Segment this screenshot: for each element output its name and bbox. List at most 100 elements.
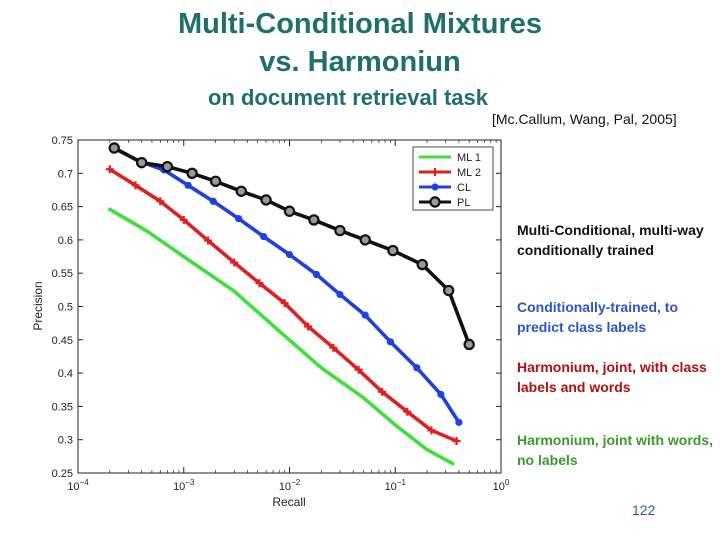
data-point-ml2: [329, 343, 338, 352]
x-tick-label: 10−2: [279, 478, 301, 493]
data-point-cl: [312, 270, 321, 279]
data-point-ml2: [230, 258, 239, 267]
data-point-ml2: [403, 407, 412, 416]
data-point-ml2: [304, 322, 313, 331]
legend-item-cl: CL: [419, 182, 471, 194]
series-line-ml1: [108, 207, 455, 466]
plot-frame: [77, 139, 502, 474]
annotation-cl: Conditionally-trained, to predict class …: [517, 299, 678, 335]
tick-labels: 0.25 0.3 0.35 0.4 0.45 0.5 0.55 0.6 0.65 0.7 0.75 1…: [52, 135, 510, 493]
data-point-pl: [108, 142, 120, 154]
data-point-pl: [235, 185, 247, 197]
y-tick-label: 0.25: [52, 468, 73, 480]
legend-item-pl: PL: [419, 196, 470, 209]
data-point-pl: [209, 175, 222, 187]
data-point-ml2: [378, 387, 387, 396]
y-tick-label: 0.65: [52, 202, 73, 214]
series-layer: [105, 142, 475, 466]
legend-label-cl: CL: [457, 182, 471, 194]
annotation-pl: Multi-Conditional, multi-way conditional…: [517, 222, 704, 258]
data-point-cl: [413, 364, 421, 372]
series-ml1: [108, 207, 455, 466]
data-point-ml2: [255, 279, 264, 288]
legend-item-ml2: ML 2: [419, 167, 481, 179]
data-point-cl: [184, 181, 192, 189]
x-tick-label: 10−1: [385, 478, 407, 493]
y-axis-label: Precision: [31, 281, 45, 330]
x-tick-exponent: −2: [291, 478, 301, 487]
x-tick-base: 10: [173, 481, 185, 493]
data-point-pl: [442, 284, 455, 297]
x-tick-base: 10: [67, 481, 79, 493]
precision-recall-chart: 0.25 0.3 0.35 0.4 0.45 0.5 0.55 0.6 0.65 0.7 0.75 1…: [31, 135, 510, 509]
data-point-ml2: [354, 365, 363, 374]
data-point-ml2: [204, 236, 213, 245]
data-point-pl: [463, 338, 475, 351]
slide-title-line1: Multi-Conditional Mixtures: [177, 8, 543, 40]
data-point-cl: [386, 338, 395, 346]
data-point-cl: [437, 390, 445, 399]
citation: [Mc.Callum, Wang, Pal, 2005]: [492, 111, 677, 127]
data-point-cl: [336, 290, 344, 299]
data-point-ml2: [179, 215, 188, 224]
legend-marker-ml2: [431, 168, 439, 176]
y-tick-label: 0.4: [58, 368, 73, 380]
data-point-ml2: [452, 437, 461, 446]
y-tick-label: 0.55: [52, 268, 73, 280]
x-tick-label: 100: [493, 478, 510, 493]
data-point-ml2: [280, 299, 289, 308]
x-tick-label: 10−4: [67, 478, 89, 493]
x-tick-base: 10: [279, 481, 291, 493]
slide-subtitle: on document retrieval task: [208, 85, 488, 110]
x-axis-label: Recall: [272, 495, 305, 509]
legend: ML 1 ML 2 CL PL: [412, 146, 494, 211]
data-point-pl: [308, 214, 320, 226]
data-point-pl: [135, 156, 148, 169]
data-point-pl: [186, 167, 198, 179]
slide-title-line2: vs. Harmoniun: [259, 46, 461, 78]
data-point-cl: [455, 418, 463, 426]
x-tick-base: 10: [493, 481, 505, 493]
data-point-pl: [161, 160, 174, 173]
legend-marker-pl: [429, 196, 441, 208]
legend-label-pl: PL: [457, 197, 470, 209]
series-ml2: [105, 165, 461, 446]
data-point-pl: [283, 205, 296, 217]
y-tick-label: 0.5: [58, 302, 73, 314]
annotation-ml2: Harmonium, joint, with class labels and …: [517, 359, 707, 395]
data-point-pl: [359, 234, 371, 246]
x-tick-exponent: −3: [185, 478, 195, 487]
series-cl: [110, 144, 463, 426]
data-point-pl: [416, 258, 428, 271]
x-tick-exponent: 0: [505, 478, 510, 487]
legend-label-ml1: ML 1: [457, 152, 481, 164]
y-tick-label: 0.75: [52, 135, 73, 147]
y-tick-label: 0.3: [58, 435, 73, 447]
y-tick-label: 0.35: [52, 401, 73, 413]
x-tick-base: 10: [385, 481, 397, 493]
data-point-cl: [234, 214, 243, 223]
legend-label-ml2: ML 2: [457, 167, 481, 179]
data-point-pl: [260, 194, 272, 206]
series-pl: [108, 142, 475, 351]
y-tick-label: 0.6: [58, 235, 73, 247]
x-tick-exponent: −4: [80, 478, 90, 487]
page-number: 122: [632, 502, 656, 518]
x-tick-exponent: −1: [397, 478, 407, 487]
x-tick-label: 10−3: [173, 478, 195, 493]
y-tick-label: 0.45: [52, 335, 73, 347]
data-point-ml2: [156, 197, 165, 206]
y-tick-label: 0.7: [58, 168, 73, 180]
legend-item-ml1: ML 1: [419, 152, 481, 164]
data-point-ml2: [427, 426, 436, 435]
data-point-cl: [209, 197, 217, 205]
data-point-pl: [334, 224, 346, 237]
data-point-pl: [387, 244, 399, 257]
annotation-ml1: Harmonium, joint with words, no labels: [517, 432, 713, 468]
data-point-cl: [361, 311, 369, 319]
data-point-ml2: [105, 165, 114, 174]
data-point-cl: [285, 250, 294, 259]
series-line-cl: [112, 146, 461, 425]
legend-marker-cl: [431, 183, 439, 191]
data-point-cl: [260, 232, 268, 241]
